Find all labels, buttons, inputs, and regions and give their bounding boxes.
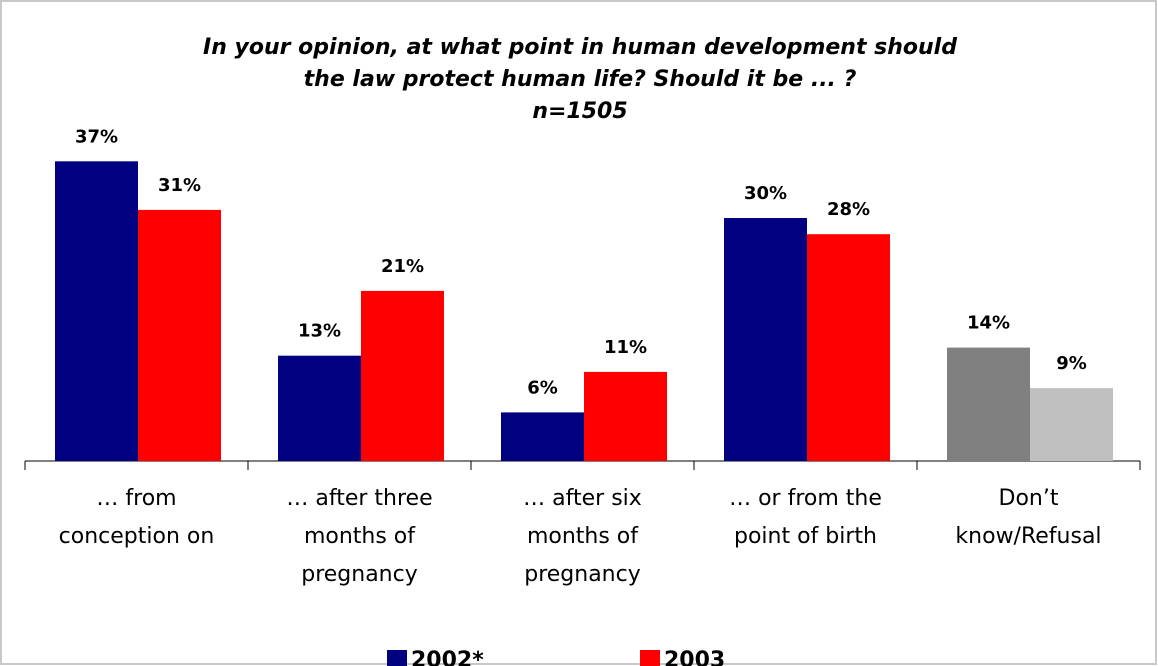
chart-title: the law protect human life? Should it be… xyxy=(304,67,857,92)
legend-swatch xyxy=(640,650,660,666)
bar xyxy=(361,290,444,461)
bar xyxy=(807,234,890,461)
data-label: 31% xyxy=(158,175,201,196)
bar xyxy=(947,347,1030,461)
data-label: 37% xyxy=(75,126,118,147)
data-label: 21% xyxy=(381,256,424,277)
x-tick-label: Don’t know/Refusal xyxy=(955,486,1102,549)
bar xyxy=(584,371,667,461)
x-tick-label: … after six months of pregnancy xyxy=(523,486,642,587)
bar xyxy=(55,161,138,462)
chart-subtitle: n=1505 xyxy=(532,99,627,124)
data-label: 30% xyxy=(744,183,787,204)
bar xyxy=(501,412,584,461)
x-tick-label: … or from the point of birth xyxy=(729,486,882,549)
bar xyxy=(1030,388,1113,461)
x-tick-label: … after three months of pregnancy xyxy=(286,486,433,587)
bar xyxy=(278,355,361,461)
legend-label: 2002* xyxy=(411,648,484,666)
legend-label: 2003 xyxy=(664,648,725,666)
data-label: 6% xyxy=(527,377,558,398)
bar xyxy=(138,209,221,461)
legend-swatch xyxy=(387,650,407,666)
data-label: 13% xyxy=(298,321,341,342)
data-label: 11% xyxy=(604,337,647,358)
data-label: 14% xyxy=(967,313,1010,334)
x-tick-label: … from conception on xyxy=(58,486,215,549)
chart-title: In your opinion, at what point in human … xyxy=(203,35,957,60)
data-label: 9% xyxy=(1056,353,1087,374)
data-label: 28% xyxy=(827,199,870,220)
bar xyxy=(724,218,807,461)
